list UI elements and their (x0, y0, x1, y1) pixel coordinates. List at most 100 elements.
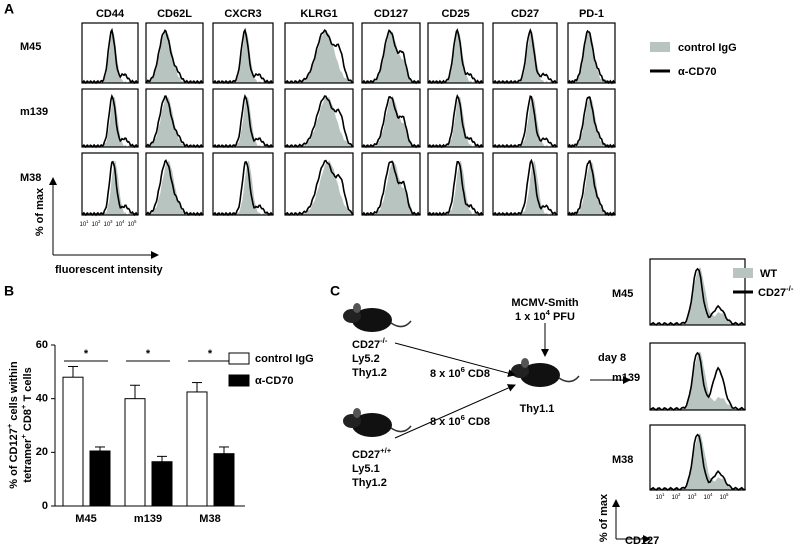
x-tick-label: 104 (115, 219, 125, 228)
x-tick-label-part: 1 (662, 492, 665, 497)
treated-histogram (361, 29, 421, 85)
treated-histogram (212, 93, 274, 149)
legend-label-part: -/- (786, 284, 794, 293)
histogram-frame (145, 88, 204, 148)
histogram-frame (81, 152, 139, 216)
legend-swatch (228, 374, 250, 387)
x-tick-label-part: 10 (655, 495, 662, 501)
control-histogram (568, 161, 615, 215)
x-tick-label: 102 (671, 492, 681, 501)
control-histogram (213, 31, 273, 83)
treated-histogram (567, 29, 616, 85)
recipient-label: Thy1.1 (520, 403, 555, 415)
legend-label: CD27-/- (758, 284, 794, 299)
row-label: m139 (612, 372, 640, 384)
transfer-label-part: 6 (461, 413, 465, 422)
treated-histogram (492, 95, 558, 149)
legend-label: control IgG (678, 42, 737, 54)
transfer-arrow (394, 342, 516, 378)
x-tick-label-part: 10 (687, 495, 694, 501)
y-axis-label-part: T cells (22, 367, 34, 404)
treated-histogram (81, 160, 139, 217)
control-histogram (213, 97, 273, 147)
column-label: CXCR3 (224, 8, 261, 20)
mouse-ear (353, 408, 361, 418)
donor-marker: Ly5.2 (352, 353, 380, 365)
column-label: CD27 (511, 8, 539, 20)
x-tick-label: M45 (75, 513, 96, 525)
histogram-frame (145, 22, 204, 84)
x-tick-label-part: 5 (726, 492, 729, 497)
control-histogram (428, 96, 483, 147)
bar (62, 376, 84, 507)
legend-swatch (650, 42, 670, 52)
histogram-frame (492, 22, 558, 84)
y-axis-label-part: CD8 (22, 409, 34, 434)
mouse-tail (390, 320, 412, 328)
x-tick-label-part: 10 (103, 222, 110, 228)
control-histogram (362, 160, 420, 215)
x-tick-label-part: 10 (115, 222, 122, 228)
y-axis-label-part: % of CD127 (8, 428, 20, 489)
legend-label: α-CD70 (678, 66, 717, 78)
donor-marker: Thy1.2 (352, 477, 387, 489)
x-tick-label-part: 10 (703, 495, 710, 501)
infection-label: 1 x 104 PFU (515, 308, 575, 323)
x-tick-label-part: 2 (678, 492, 681, 497)
column-label: CD25 (441, 8, 469, 20)
x-tick-label-part: 10 (79, 222, 86, 228)
treated-histogram (81, 93, 139, 149)
x-tick-label: 101 (655, 492, 665, 501)
histogram-frame (81, 22, 139, 84)
significance-label: * (208, 348, 213, 360)
transfer-label-part: CD8 (465, 416, 490, 428)
treated-histogram (145, 159, 204, 217)
donor-genotype: CD27+/+ (352, 446, 392, 461)
donor-marker: Ly5.1 (352, 463, 380, 475)
y-axis-label: % of max (34, 187, 46, 236)
control-histogram (285, 30, 353, 83)
control-histogram (568, 30, 615, 84)
treated-histogram (81, 27, 139, 85)
significance-label: * (146, 348, 151, 360)
control-histogram (146, 96, 203, 147)
transfer-arrow (394, 384, 516, 439)
histogram-frame (361, 22, 421, 84)
panel-label: C (330, 283, 340, 299)
histogram-frame (427, 88, 484, 148)
donor-genotype-part: CD27 (352, 339, 380, 351)
column-label: CD62L (157, 8, 192, 20)
treated-histogram (427, 94, 484, 149)
x-tick-label-part: 10 (91, 222, 98, 228)
x-tick-label-part: 10 (719, 495, 726, 501)
y-axis-label-part: + (5, 423, 14, 428)
mouse-tail (390, 425, 412, 433)
x-tick-label-part: 10 (671, 495, 678, 501)
x-tick-label-part: 3 (110, 219, 113, 224)
histogram-frame (361, 88, 421, 148)
control-histogram (650, 433, 745, 490)
legend-swatch (228, 352, 250, 365)
mouse-tail (558, 375, 580, 383)
y-tick-label: 20 (36, 446, 48, 458)
control-histogram (650, 267, 745, 325)
x-tick-label-part: 10 (127, 222, 134, 228)
control-histogram (650, 351, 745, 410)
treated-histogram (284, 95, 354, 148)
transfer-label-part: 6 (461, 365, 465, 374)
x-tick-label: 105 (719, 492, 729, 501)
treated-histogram (427, 28, 484, 85)
histogram-frame (649, 424, 746, 491)
transfer-label-part: 8 x 10 (430, 368, 461, 380)
y-axis-label: % of max (598, 493, 610, 542)
infection-label: MCMV-Smith (511, 297, 579, 309)
treated-histogram (649, 433, 746, 492)
histogram-frame (212, 152, 274, 216)
row-label: M38 (20, 172, 41, 184)
y-axis-label-part: tetramer (22, 438, 34, 483)
mouse-body (352, 413, 392, 437)
row-label: M45 (612, 288, 633, 300)
control-histogram (82, 97, 138, 147)
treated-histogram (492, 158, 558, 217)
